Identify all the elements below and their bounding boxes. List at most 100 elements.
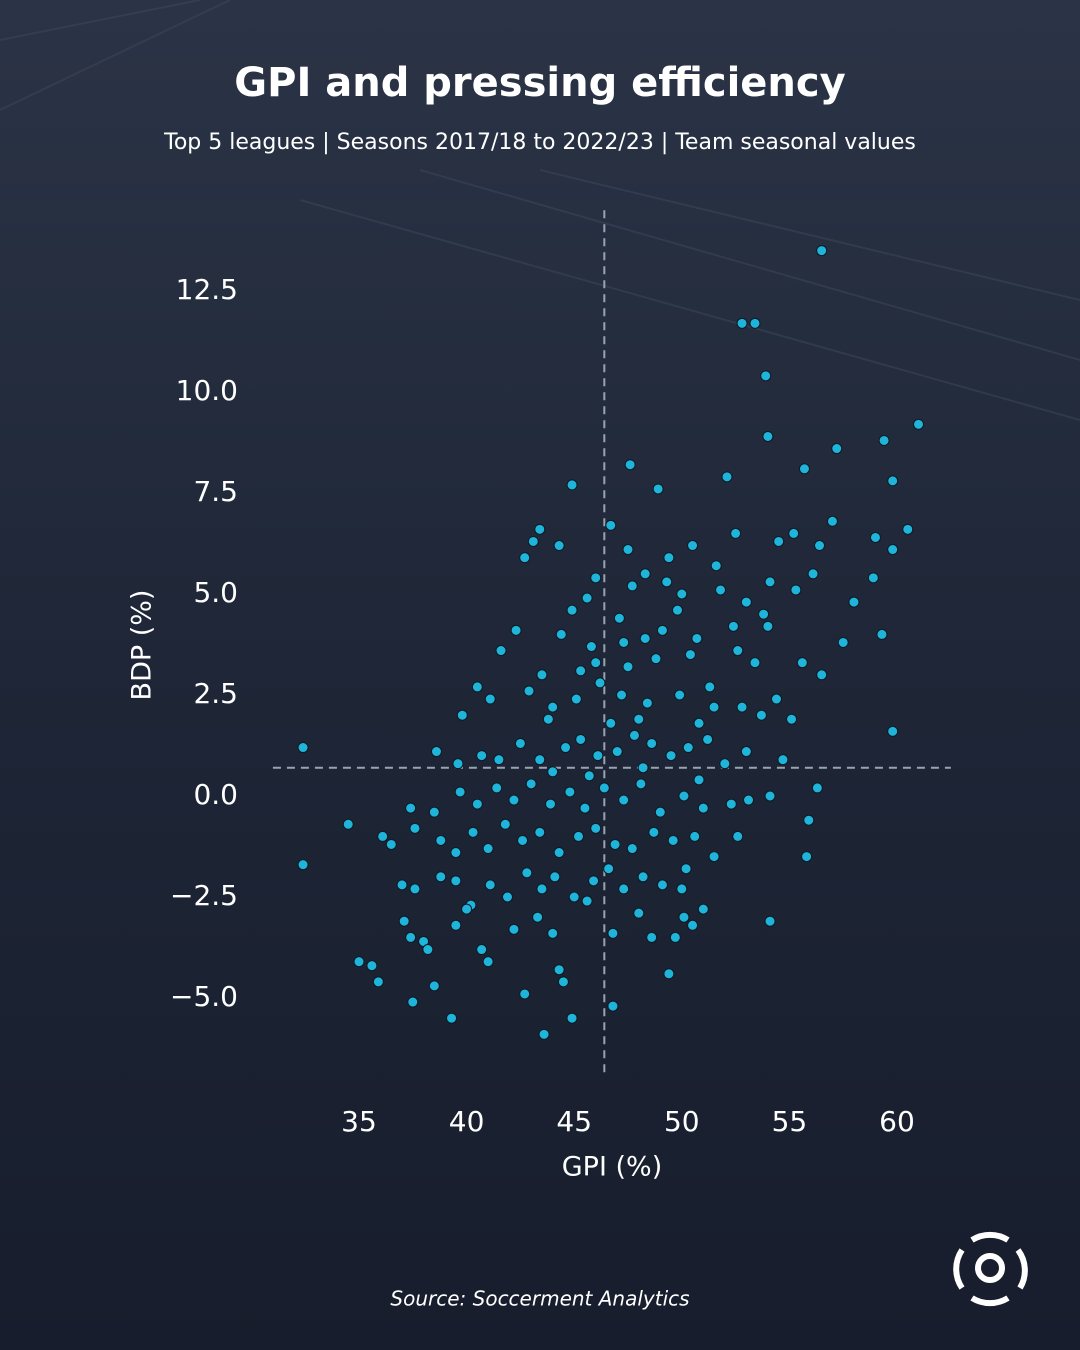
data-point: [732, 645, 744, 657]
y-tick-label: −2.5: [170, 879, 238, 912]
data-point: [663, 552, 675, 564]
data-point: [736, 701, 748, 713]
data-point: [691, 632, 703, 644]
data-point: [740, 746, 752, 758]
source-note: Source: Soccerment Analytics: [390, 1287, 689, 1311]
data-point: [547, 927, 559, 939]
data-point: [622, 661, 634, 673]
data-point: [798, 463, 810, 475]
x-tick-label: 45: [556, 1105, 592, 1138]
data-point: [499, 818, 511, 830]
data-point: [831, 443, 843, 455]
data-point: [585, 641, 597, 653]
data-point: [555, 628, 567, 640]
x-tick-label: 50: [664, 1105, 700, 1138]
data-point: [592, 750, 604, 762]
data-point: [588, 875, 600, 887]
data-point: [803, 814, 815, 826]
data-point: [536, 669, 548, 681]
data-point: [790, 584, 802, 596]
data-point: [428, 806, 440, 818]
data-point: [710, 560, 722, 572]
data-point: [611, 746, 623, 758]
data-point: [536, 883, 548, 895]
data-point: [758, 608, 770, 620]
y-tick-label: 0.0: [193, 778, 238, 811]
data-point: [598, 782, 610, 794]
data-point: [656, 624, 668, 636]
data-point: [398, 915, 410, 927]
data-point: [297, 859, 309, 871]
data-point: [732, 830, 744, 842]
data-point: [887, 544, 899, 556]
data-point: [689, 830, 701, 842]
y-tick-label: 2.5: [193, 677, 238, 710]
data-point: [887, 725, 899, 737]
data-point: [876, 628, 888, 640]
data-point: [422, 944, 434, 956]
data-point: [693, 774, 705, 786]
data-point: [508, 794, 520, 806]
data-point: [762, 430, 774, 442]
data-point: [715, 584, 727, 596]
data-point: [581, 895, 593, 907]
logo: [953, 1231, 1028, 1307]
data-point: [579, 802, 591, 814]
data-point: [476, 944, 488, 956]
data-point: [749, 317, 761, 329]
data-point: [590, 822, 602, 834]
data-point: [786, 713, 798, 725]
data-point: [510, 624, 522, 636]
data-point: [405, 931, 417, 943]
y-tick-label: −5.0: [170, 980, 238, 1013]
data-point: [377, 830, 389, 842]
data-point: [667, 834, 679, 846]
data-point: [801, 851, 813, 863]
data-point: [678, 911, 690, 923]
x-tick-label: 40: [449, 1105, 485, 1138]
x-tick-label: 60: [879, 1105, 915, 1138]
data-point: [564, 786, 576, 798]
data-point: [583, 770, 595, 782]
data-point: [878, 434, 890, 446]
data-point: [366, 960, 378, 972]
chart-subtitle: Top 5 leagues | Seasons 2017/18 to 2022/…: [163, 130, 916, 155]
data-point: [770, 693, 782, 705]
data-point: [697, 903, 709, 915]
data-point: [674, 689, 686, 701]
data-point: [484, 879, 496, 891]
data-point: [482, 843, 494, 855]
data-point: [618, 883, 630, 895]
data-point: [676, 588, 688, 600]
data-point: [534, 754, 546, 766]
data-point: [519, 552, 531, 564]
data-point: [461, 903, 473, 915]
data-point: [618, 636, 630, 648]
data-point: [495, 645, 507, 657]
data-point: [566, 1012, 578, 1024]
data-point: [542, 713, 554, 725]
data-point: [764, 576, 776, 588]
data-point: [837, 636, 849, 648]
data-point: [654, 806, 666, 818]
data-point: [639, 568, 651, 580]
data-point: [814, 540, 826, 552]
data-point: [456, 709, 468, 721]
data-point: [372, 976, 384, 988]
data-point: [409, 883, 421, 895]
data-point: [773, 535, 785, 547]
data-point: [605, 717, 617, 729]
data-point: [637, 762, 649, 774]
data-point: [913, 418, 925, 430]
data-point: [353, 956, 365, 968]
data-point: [665, 750, 677, 762]
data-point: [590, 572, 602, 584]
data-point: [566, 479, 578, 491]
data-point: [663, 968, 675, 980]
data-point: [626, 843, 638, 855]
data-point: [816, 669, 828, 681]
data-point: [396, 879, 408, 891]
data-point: [867, 572, 879, 584]
data-point: [708, 701, 720, 713]
